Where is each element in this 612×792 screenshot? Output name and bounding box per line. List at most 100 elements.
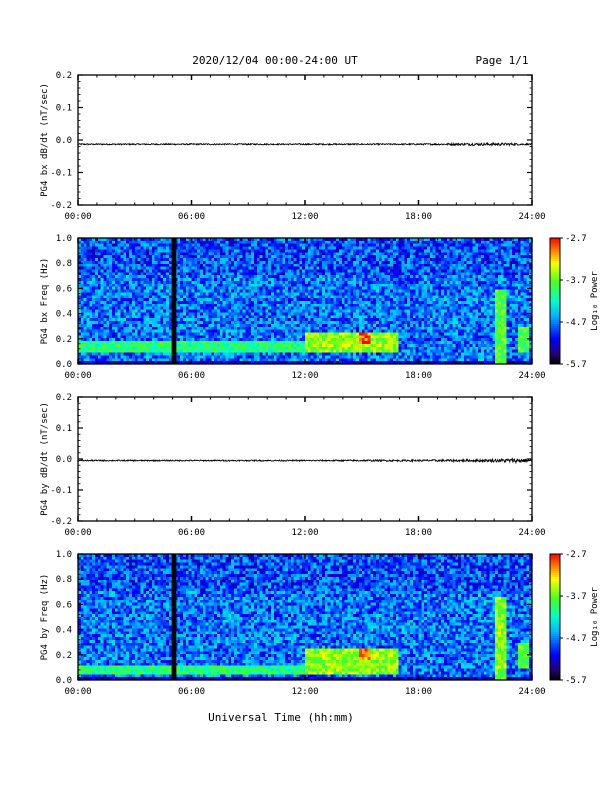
- x-tick-label: 12:00: [291, 212, 318, 222]
- x-tick-label: 18:00: [405, 212, 432, 222]
- colorbar-step: [550, 617, 560, 620]
- x-tick-label: 12:00: [291, 528, 318, 538]
- colorbar-tick-label: -5.7: [565, 676, 587, 686]
- colorbar-step: [550, 673, 560, 677]
- dbdt-trace: [77, 457, 533, 465]
- colorbar-step: [550, 282, 560, 285]
- colorbar-step: [550, 556, 560, 559]
- colorbar-step: [550, 355, 560, 359]
- colorbar-step: [550, 244, 560, 247]
- y-axis-label: PG4 by dB/dt (nT/sec): [40, 402, 50, 516]
- colorbar-step: [550, 621, 560, 624]
- colorbar-step: [550, 332, 560, 335]
- colorbar-step: [550, 265, 560, 268]
- colorbar: -2.7 -3.7 -4.7 -5.7 Log₁₀ Power: [549, 234, 600, 370]
- y-tick-label: 0.0: [56, 676, 72, 686]
- y-tick-label: 0.2: [56, 393, 72, 403]
- colorbar-step: [550, 593, 560, 597]
- colorbar-step: [550, 669, 560, 672]
- colorbar-step: [550, 625, 560, 628]
- colorbar-step: [550, 315, 560, 319]
- colorbar-step: [550, 610, 560, 614]
- colorbar-step: [550, 263, 560, 266]
- colorbar-step: [550, 635, 560, 639]
- x-tick-label: 06:00: [178, 687, 205, 697]
- colorbar-step: [550, 319, 560, 323]
- colorbar-step: [550, 303, 560, 306]
- colorbar-step: [550, 631, 560, 635]
- y-tick-label: 0.0: [56, 455, 72, 465]
- colorbar-step: [550, 560, 560, 563]
- x-tick-label: 18:00: [405, 371, 432, 381]
- x-axis-label: Universal Time (hh:mm): [208, 711, 354, 724]
- colorbar-step: [550, 311, 560, 314]
- colorbar-tick-label: -3.7: [565, 592, 587, 602]
- colorbar-step: [550, 606, 560, 609]
- x-tick-label: 24:00: [518, 212, 545, 222]
- colorbar-step: [550, 357, 560, 361]
- colorbar-step: [550, 579, 560, 582]
- y-tick-label: 0.1: [56, 424, 72, 434]
- colorbar-step: [550, 587, 560, 591]
- colorbar-step: [550, 336, 560, 340]
- x-tick-label: 24:00: [518, 687, 545, 697]
- y-tick-label: 0.6: [56, 600, 72, 610]
- colorbar: -2.7 -3.7 -4.7 -5.7 Log₁₀ Power: [549, 550, 600, 686]
- colorbar-step: [550, 598, 560, 601]
- colorbar-step: [550, 340, 560, 344]
- colorbar-step: [550, 667, 560, 670]
- y-tick-label: 1.0: [56, 550, 72, 560]
- data-gap-bar: [171, 554, 177, 680]
- colorbar-step: [550, 661, 560, 664]
- colorbar-step: [550, 246, 560, 249]
- colorbar-step: [550, 659, 560, 662]
- colorbar-step: [550, 269, 560, 272]
- colorbar-step: [550, 585, 560, 588]
- colorbar-step: [550, 663, 560, 666]
- y-tick-label: 0.2: [56, 335, 72, 345]
- data-gap-bar: [171, 238, 177, 364]
- colorbar-tick-label: -3.7: [565, 276, 587, 286]
- colorbar-step: [550, 256, 560, 260]
- colorbar-step: [550, 646, 560, 649]
- colorbar-step: [550, 317, 560, 321]
- colorbar-step: [550, 612, 560, 616]
- y-axis-label: PG4 by Freq (Hz): [40, 574, 50, 661]
- x-tick-label: 06:00: [178, 212, 205, 222]
- colorbar-step: [550, 294, 560, 298]
- colorbar-step: [550, 581, 560, 584]
- colorbar-step: [550, 654, 560, 658]
- colorbar-step: [550, 240, 560, 243]
- colorbar-step: [550, 301, 560, 304]
- colorbar-step: [550, 629, 560, 633]
- x-tick-label: 00:00: [64, 528, 91, 538]
- y-tick-label: 0.6: [56, 284, 72, 294]
- y-tick-label: 0.8: [56, 259, 72, 269]
- colorbar-tick-label: -5.7: [565, 360, 587, 370]
- colorbar-step: [550, 305, 560, 308]
- colorbar-step: [550, 562, 560, 565]
- dbdt-trace: [77, 141, 533, 147]
- x-tick-label: 12:00: [291, 371, 318, 381]
- colorbar-step: [550, 633, 560, 637]
- colorbar-step: [550, 309, 560, 312]
- colorbar-label: Log₁₀ Power: [590, 587, 600, 647]
- figure-title: 2020/12/04 00:00-24:00 UT: [192, 54, 358, 67]
- colorbar-step: [550, 351, 560, 354]
- spectrogram-cells: [78, 238, 533, 365]
- colorbar-step: [550, 572, 560, 576]
- colorbar-step: [550, 558, 560, 561]
- y-tick-label: -0.1: [50, 169, 72, 179]
- colorbar-step: [550, 644, 560, 647]
- colorbar-step: [550, 619, 560, 622]
- y-axis-label: PG4 bx Freq (Hz): [40, 258, 50, 345]
- colorbar-step: [550, 345, 560, 348]
- colorbar-step: [550, 267, 560, 270]
- colorbar-step: [550, 665, 560, 668]
- colorbar-step: [550, 554, 560, 557]
- colorbar-step: [550, 675, 560, 679]
- page-number: Page 1/1: [476, 54, 529, 67]
- y-tick-label: 0.2: [56, 651, 72, 661]
- x-tick-label: 24:00: [518, 371, 545, 381]
